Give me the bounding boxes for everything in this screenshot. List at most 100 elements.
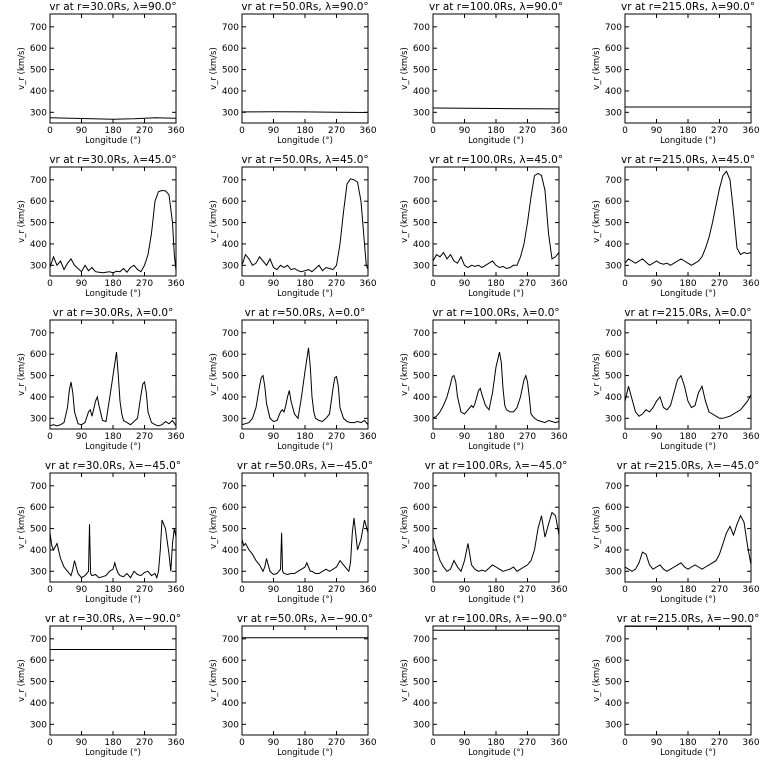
plot-frame	[624, 625, 752, 736]
y-axis-label: v_r (km/s)	[592, 47, 602, 90]
y-tick-label: 400	[30, 699, 47, 709]
y-tick-label: 500	[30, 525, 47, 535]
y-tick-label: 400	[605, 240, 622, 250]
x-tick-label: 180	[296, 738, 313, 748]
x-tick-label: 90	[651, 585, 663, 595]
x-tick-label: 270	[328, 279, 345, 289]
y-tick-label: 500	[222, 525, 239, 535]
panel-title: vr at r=50.0Rs, λ=0.0°	[245, 307, 366, 319]
series-line	[50, 519, 176, 580]
plot-frame	[49, 13, 177, 124]
y-tick-label: 300	[222, 567, 239, 577]
y-tick-label: 600	[30, 350, 47, 360]
x-tick-label: 270	[519, 126, 536, 136]
x-tick-label: 270	[136, 432, 153, 442]
x-tick-label: 90	[651, 279, 663, 289]
panel-title: vr at r=215.0Rs, λ=0.0°	[624, 307, 751, 319]
x-axis-label: Longitude (°)	[277, 748, 333, 758]
y-tick-label: 600	[30, 197, 47, 207]
y-axis-label: v_r (km/s)	[592, 659, 602, 702]
series-line	[50, 352, 176, 427]
panel-title: vr at r=30.0Rs, λ=0.0°	[53, 307, 174, 319]
x-axis-label: Longitude (°)	[468, 595, 524, 605]
y-tick-label: 700	[222, 23, 239, 33]
y-tick-label: 400	[605, 393, 622, 403]
x-axis-label: Longitude (°)	[277, 289, 333, 299]
y-tick-label: 500	[605, 525, 622, 535]
x-tick-label: 90	[459, 432, 471, 442]
x-tick-label: 360	[359, 279, 376, 289]
y-tick-label: 600	[605, 350, 622, 360]
plot-frame	[49, 166, 177, 277]
y-axis-label: v_r (km/s)	[17, 506, 27, 549]
panel-7: vr at r=100.0Rs, λ=45.0° 0 90 180 270 360 300 4…	[400, 154, 568, 299]
x-tick-label: 180	[487, 279, 504, 289]
y-tick-label: 400	[30, 393, 47, 403]
series-line	[625, 374, 751, 419]
plot-frame	[432, 319, 560, 430]
y-tick-label: 300	[413, 261, 430, 271]
x-tick-label: 360	[550, 279, 567, 289]
y-tick-label: 700	[413, 635, 430, 645]
y-tick-label: 400	[30, 546, 47, 556]
y-tick-label: 400	[413, 546, 430, 556]
x-tick-label: 360	[742, 585, 759, 595]
y-tick-label: 700	[605, 176, 622, 186]
y-tick-label: 600	[222, 197, 239, 207]
y-tick-label: 300	[605, 108, 622, 118]
plot-frame	[241, 13, 369, 124]
y-axis-label: v_r (km/s)	[17, 200, 27, 243]
plot-frame	[49, 472, 177, 583]
panel-2: vr at r=50.0Rs, λ=90.0° 0 90 180 270 360 300 40…	[209, 1, 377, 146]
y-tick-label: 500	[605, 66, 622, 76]
y-tick-label: 600	[605, 656, 622, 666]
y-tick-label: 300	[413, 567, 430, 577]
x-axis-label: Longitude (°)	[85, 442, 141, 452]
x-tick-label: 0	[239, 432, 245, 442]
y-tick-label: 700	[413, 482, 430, 492]
y-tick-label: 500	[222, 372, 239, 382]
x-tick-label: 270	[519, 432, 536, 442]
y-axis-label: v_r (km/s)	[209, 200, 219, 243]
y-tick-label: 700	[605, 482, 622, 492]
y-axis-label: v_r (km/s)	[592, 506, 602, 549]
y-tick-label: 600	[222, 350, 239, 360]
x-tick-label: 180	[104, 585, 121, 595]
plot-frame	[432, 166, 560, 277]
x-axis-label: Longitude (°)	[468, 748, 524, 758]
panel-19: vr at r=100.0Rs, λ=−90.0° 0 90 180 270 360 300…	[400, 613, 568, 758]
y-tick-label: 600	[222, 44, 239, 54]
y-tick-label: 500	[413, 372, 430, 382]
y-tick-label: 300	[30, 567, 47, 577]
x-tick-label: 270	[136, 738, 153, 748]
panel-title: vr at r=215.0Rs, λ=90.0°	[621, 1, 755, 13]
y-axis-label: v_r (km/s)	[209, 506, 219, 549]
y-tick-label: 700	[605, 635, 622, 645]
y-tick-label: 400	[222, 699, 239, 709]
y-tick-label: 700	[413, 329, 430, 339]
panel-3: vr at r=100.0Rs, λ=90.0° 0 90 180 270 360 300 4…	[400, 1, 568, 146]
series-line	[242, 517, 368, 576]
y-tick-label: 600	[413, 350, 430, 360]
y-tick-label: 300	[30, 414, 47, 424]
x-tick-label: 360	[742, 279, 759, 289]
panel-title: vr at r=30.0Rs, λ=−90.0°	[45, 613, 181, 625]
panel-1: vr at r=30.0Rs, λ=90.0° 0 90 180 270 360 300 40…	[17, 1, 185, 146]
x-axis-label: Longitude (°)	[85, 136, 141, 146]
x-tick-label: 90	[651, 126, 663, 136]
plot-frame	[241, 472, 369, 583]
panel-6: vr at r=50.0Rs, λ=45.0° 0 90 180 270 360 300 40…	[209, 154, 377, 299]
x-tick-label: 0	[47, 585, 53, 595]
x-tick-label: 270	[136, 279, 153, 289]
x-tick-label: 180	[104, 126, 121, 136]
x-axis-label: Longitude (°)	[85, 748, 141, 758]
y-tick-label: 500	[222, 678, 239, 688]
x-axis-label: Longitude (°)	[277, 595, 333, 605]
x-tick-label: 270	[519, 279, 536, 289]
y-axis-label: v_r (km/s)	[400, 659, 410, 702]
y-tick-label: 700	[30, 329, 47, 339]
plot-frame	[432, 13, 560, 124]
y-tick-label: 600	[413, 44, 430, 54]
